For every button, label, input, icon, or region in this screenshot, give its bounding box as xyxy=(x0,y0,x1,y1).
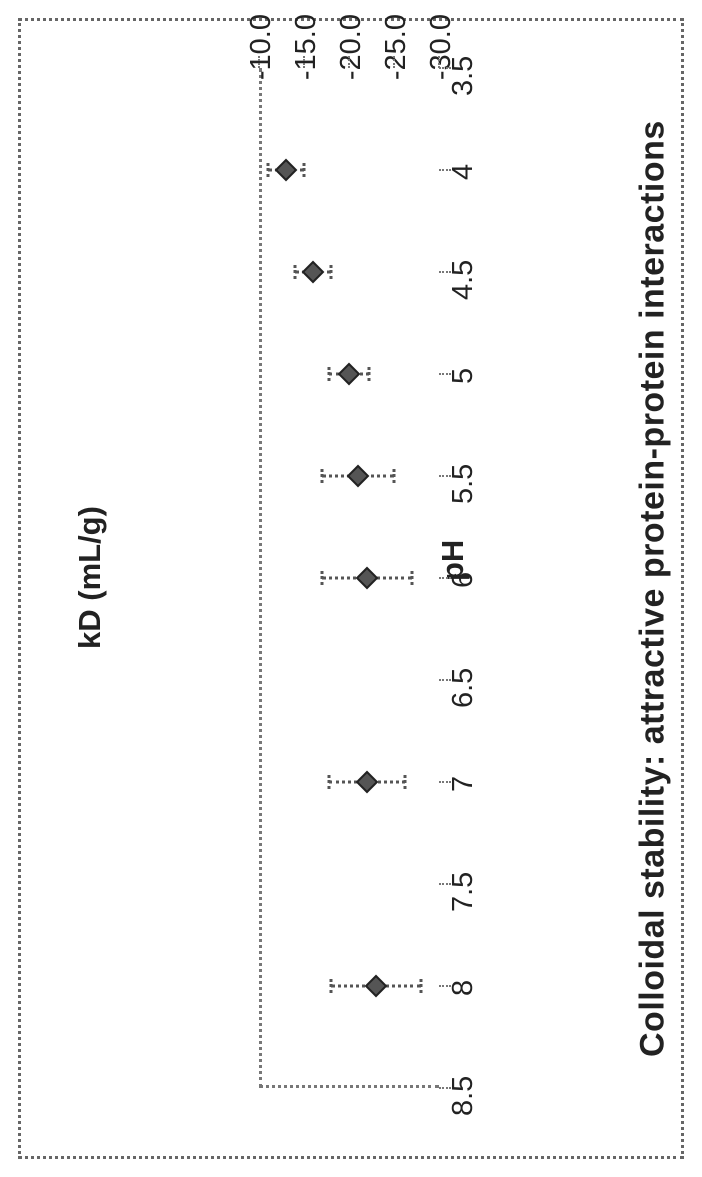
error-cap xyxy=(367,367,370,381)
error-cap xyxy=(330,979,333,993)
error-cap xyxy=(321,571,324,585)
error-cap xyxy=(328,775,331,789)
x-tick-mark xyxy=(439,169,451,172)
x-tick-mark xyxy=(439,1087,451,1090)
y-tick-label: -25.0 xyxy=(380,14,413,80)
x-tick-label: 3.5 xyxy=(447,41,480,96)
x-tick-mark xyxy=(439,373,451,376)
x-tick-label: 8 xyxy=(447,976,480,996)
x-tick-label: 6 xyxy=(447,568,480,588)
x-tick-mark xyxy=(439,67,451,70)
x-tick-label: 4 xyxy=(447,160,480,180)
x-tick-mark xyxy=(439,577,451,580)
y-tick-mark xyxy=(348,56,351,68)
error-cap xyxy=(411,571,414,585)
error-cap xyxy=(321,469,324,483)
x-tick-label: 7.5 xyxy=(447,857,480,912)
x-tick-label: 6.5 xyxy=(447,653,480,708)
error-cap xyxy=(294,265,297,279)
error-cap xyxy=(267,163,270,177)
x-axis-label: pH xyxy=(438,500,468,620)
error-cap xyxy=(330,265,333,279)
x-tick-label: 5 xyxy=(447,364,480,384)
x-tick-mark xyxy=(439,271,451,274)
x-tick-mark xyxy=(439,781,451,784)
y-tick-mark xyxy=(258,56,261,68)
error-cap xyxy=(303,163,306,177)
error-cap xyxy=(328,367,331,381)
y-tick-mark xyxy=(393,56,396,68)
y-tick-label: -10.0 xyxy=(245,14,278,80)
error-cap xyxy=(393,469,396,483)
x-tick-label: 4.5 xyxy=(447,245,480,300)
x-tick-label: 5.5 xyxy=(447,449,480,504)
y-tick-label: -15.0 xyxy=(290,14,323,80)
error-cap xyxy=(420,979,423,993)
x-tick-label: 8.5 xyxy=(447,1061,480,1116)
y-axis-label: kD (mL/g) xyxy=(75,68,105,1088)
x-tick-label: 7 xyxy=(447,772,480,792)
x-tick-mark xyxy=(439,883,451,886)
x-tick-mark xyxy=(439,679,451,682)
x-tick-mark xyxy=(439,985,451,988)
y-tick-mark xyxy=(303,56,306,68)
error-cap xyxy=(403,775,406,789)
x-tick-mark xyxy=(439,475,451,478)
y-tick-label: -20.0 xyxy=(335,14,368,80)
chart-title: Colloidal stability: attractive protein-… xyxy=(640,28,666,1149)
